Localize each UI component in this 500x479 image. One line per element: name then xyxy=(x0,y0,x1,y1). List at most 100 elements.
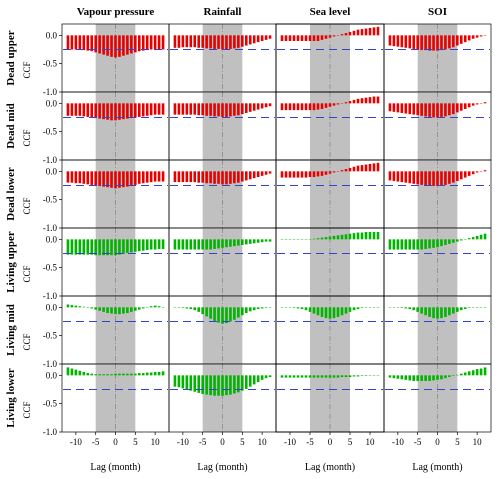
bar-lag--10 xyxy=(74,305,78,308)
bar-lag--9 xyxy=(78,171,82,184)
bar-lag--7 xyxy=(193,307,197,311)
bar-lag-6 xyxy=(352,375,356,377)
bar-lag-7 xyxy=(248,375,252,387)
bar-lag--5 xyxy=(94,103,97,119)
bar-lag-10 xyxy=(475,235,479,240)
bar-lag--9 xyxy=(78,306,82,308)
bar-lag-1 xyxy=(118,373,121,376)
bar-lag-7 xyxy=(463,171,467,178)
bar-lag-12 xyxy=(483,170,487,172)
bar-lag--6 xyxy=(197,103,201,116)
bar-lag--11 xyxy=(70,368,74,376)
bar-lag-10 xyxy=(368,97,372,104)
bar-lag--8 xyxy=(296,375,300,378)
bar-lag-1 xyxy=(332,171,336,173)
y-tick-label: 0.0 xyxy=(46,30,58,40)
bar-lag-11 xyxy=(157,306,161,308)
bar-lag--10 xyxy=(396,239,400,250)
bar-lag-6 xyxy=(352,233,356,240)
bar-lag-9 xyxy=(149,171,153,183)
bar-lag--8 xyxy=(404,103,408,114)
y-tick-label: 0.0 xyxy=(46,166,58,176)
panel-dead-lower-vapour-pressure xyxy=(61,159,170,229)
panel-living-upper-vapour-pressure xyxy=(61,227,170,297)
bar-lag--12 xyxy=(388,35,392,46)
bar-lag-2 xyxy=(336,307,340,317)
bar-lag-11 xyxy=(372,163,376,172)
bar-lag--5 xyxy=(308,103,312,111)
bar-lag-2 xyxy=(444,103,447,117)
bar-lag--4 xyxy=(312,171,316,177)
bar-lag--5 xyxy=(201,171,204,183)
x-tick-label: -10 xyxy=(70,437,82,447)
bar-lag-2 xyxy=(122,35,125,56)
bar-lag-8 xyxy=(467,238,471,240)
bar-lag--5 xyxy=(201,239,204,250)
bar-lag-5 xyxy=(134,171,137,185)
bar-lag--2 xyxy=(213,307,216,321)
bar-lag-6 xyxy=(459,373,463,376)
panel-dead-mid-rainfall xyxy=(168,91,277,161)
bar-lag--4 xyxy=(98,171,101,187)
bar-lag-6 xyxy=(137,239,141,252)
bar-lag--6 xyxy=(90,171,94,185)
x-tick-label: 0 xyxy=(328,437,333,447)
column-title-vapour-pressure: Vapour pressure xyxy=(77,6,155,18)
y-tick-label: -1.0 xyxy=(43,223,58,233)
bar-lag--9 xyxy=(400,103,404,113)
bar-lag--2 xyxy=(428,35,431,51)
bar-lag--10 xyxy=(181,375,185,389)
bar-lag-10 xyxy=(475,35,479,38)
bar-lag--4 xyxy=(98,103,101,119)
bar-lag-9 xyxy=(364,97,368,104)
bar-lag-9 xyxy=(149,239,153,250)
bar-lag--4 xyxy=(205,307,208,317)
bar-lag-4 xyxy=(344,102,348,104)
bar-lag--11 xyxy=(70,305,74,308)
bar-lag-12 xyxy=(268,35,272,39)
bar-lag-7 xyxy=(248,239,252,244)
bar-lag-9 xyxy=(364,164,368,172)
bar-lag--11 xyxy=(392,375,396,379)
bar-lag--2 xyxy=(320,307,324,317)
column-title-rainfall: Rainfall xyxy=(204,6,242,18)
bar-lag--10 xyxy=(288,103,292,111)
bar-lag-3 xyxy=(340,307,344,316)
bar-lag-7 xyxy=(141,239,145,251)
bar-lag--8 xyxy=(82,306,86,308)
bar-lag--5 xyxy=(416,307,419,312)
y-tick-label: 0.0 xyxy=(46,234,58,244)
bar-lag-3 xyxy=(340,170,344,172)
bar-lag-11 xyxy=(264,375,268,379)
bar-lag-10 xyxy=(260,171,264,176)
bar-lag-11 xyxy=(264,103,268,108)
bar-lag-4 xyxy=(452,103,455,115)
x-tick-label: 5 xyxy=(348,437,353,447)
bar-lag-1 xyxy=(440,307,443,319)
bar-lag--4 xyxy=(420,103,423,116)
bar-lag--3 xyxy=(102,239,105,256)
bar-lag--8 xyxy=(404,375,408,380)
bar-lag--2 xyxy=(320,171,324,176)
bar-lag-8 xyxy=(360,29,364,36)
bar-lag--6 xyxy=(412,171,416,184)
bar-lag--12 xyxy=(388,103,392,112)
panel-dead-upper-vapour-pressure xyxy=(61,23,170,93)
bar-lag--3 xyxy=(316,171,320,177)
bar-lag-3 xyxy=(448,35,451,49)
bar-lag-2 xyxy=(122,103,125,120)
bar-lag--4 xyxy=(98,35,101,54)
bar-lag-4 xyxy=(237,103,240,116)
bar-lag--1 xyxy=(324,171,328,175)
bar-lag--10 xyxy=(74,103,78,116)
bar-lag-0 xyxy=(436,375,439,380)
bar-lag--1 xyxy=(110,374,113,376)
bar-lag-1 xyxy=(332,103,336,106)
bar-lag-4 xyxy=(344,169,348,172)
y-tick-label: -0.5 xyxy=(43,331,58,341)
bar-lag--2 xyxy=(213,35,216,49)
x-tick-label: 0 xyxy=(435,437,440,447)
bar-lag-1 xyxy=(225,103,228,117)
bar-lag-8 xyxy=(360,98,364,104)
bar-lag--11 xyxy=(392,171,396,181)
